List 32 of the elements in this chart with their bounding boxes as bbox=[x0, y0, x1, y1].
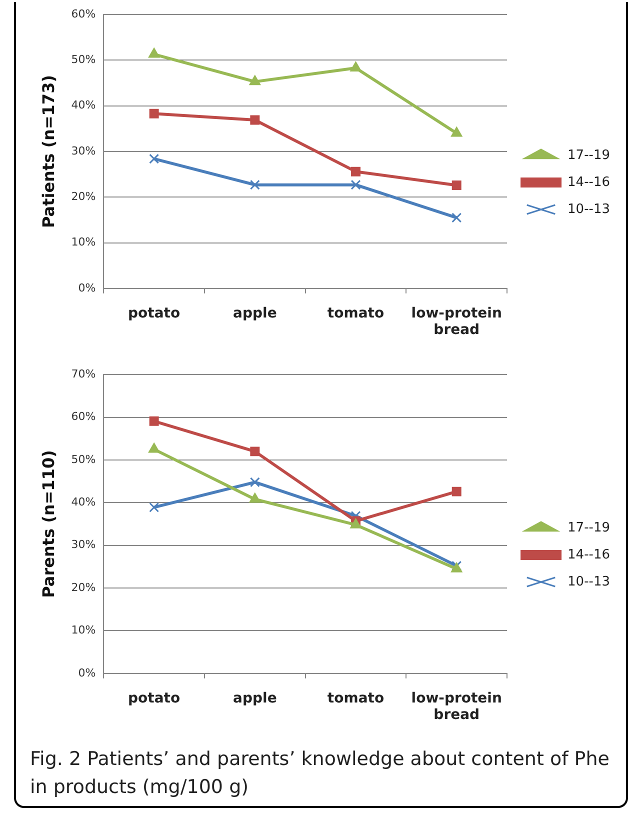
caption: Fig. 2 Patients’ and parents’ knowledge about content of Phe in products (mg/100 g) bbox=[30, 747, 610, 800]
y-tick-label: 0% bbox=[78, 281, 96, 294]
y-tick-label: 40% bbox=[71, 496, 96, 509]
x-tick-label: apple bbox=[233, 305, 277, 322]
y-axis-title: Patients (n=173) bbox=[38, 74, 58, 228]
y-tick-label: 10% bbox=[71, 236, 96, 249]
legend-label: 17--19 bbox=[568, 520, 610, 536]
x-tick-label: tomato bbox=[327, 305, 384, 322]
y-tick-label: 60% bbox=[71, 7, 96, 20]
y-tick-label: 30% bbox=[71, 144, 96, 158]
x-tick-label: potato bbox=[128, 690, 180, 706]
x-tick-label: potato bbox=[128, 305, 180, 322]
x-tick-label: low-protein bread bbox=[411, 305, 502, 338]
y-tick-label: 50% bbox=[71, 53, 96, 66]
x-tick-label: low-protein bread bbox=[411, 690, 502, 724]
y-axis-title: Parents (n=110) bbox=[38, 450, 58, 598]
legend-label: 17--19 bbox=[568, 148, 610, 163]
y-tick-label: 50% bbox=[71, 452, 96, 466]
y-tick-label: 30% bbox=[71, 538, 96, 552]
y-tick-label: 0% bbox=[78, 666, 96, 680]
legend-label: 10--13 bbox=[568, 574, 610, 590]
x-tick-label: tomato bbox=[327, 690, 384, 706]
legend-label: 14--16 bbox=[568, 174, 610, 190]
y-tick-label: 60% bbox=[71, 410, 96, 424]
legend-label: 14--16 bbox=[568, 547, 610, 562]
y-tick-label: 40% bbox=[71, 98, 96, 112]
legend-label: 10--13 bbox=[568, 202, 610, 217]
y-tick-label: 20% bbox=[71, 580, 96, 594]
y-tick-label: 20% bbox=[71, 190, 96, 203]
y-tick-label: 70% bbox=[71, 367, 96, 380]
y-tick-label: 10% bbox=[71, 624, 96, 637]
x-tick-label: apple bbox=[233, 690, 277, 706]
